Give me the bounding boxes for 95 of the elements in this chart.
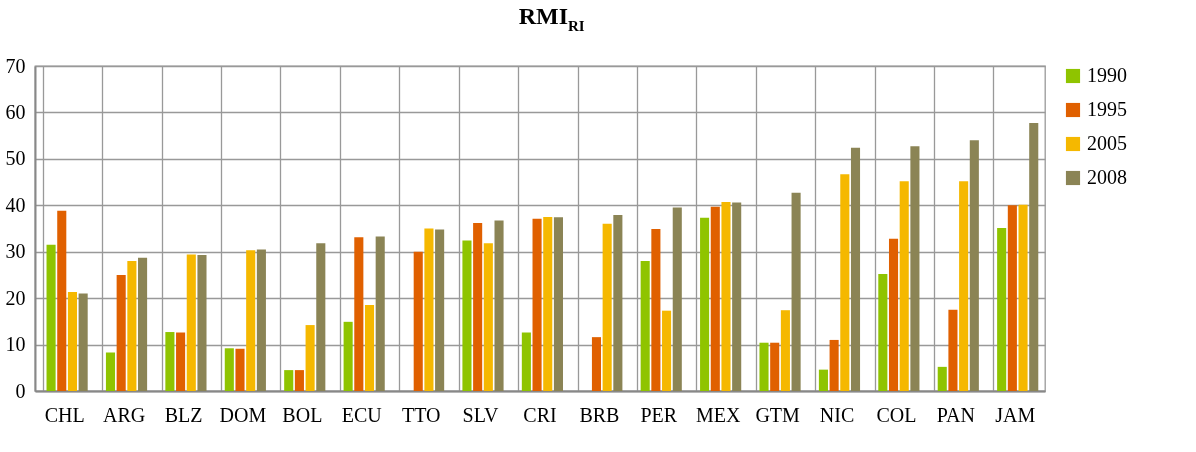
bar	[818, 369, 828, 391]
bar	[176, 332, 186, 391]
bar	[543, 216, 553, 391]
bar	[651, 228, 661, 391]
bar	[602, 223, 612, 391]
bar	[424, 228, 434, 391]
bar	[1029, 123, 1039, 391]
bar	[780, 310, 790, 391]
x-tick-label: CHL	[44, 403, 85, 426]
legend-label: 2005	[1087, 132, 1127, 154]
bar	[840, 174, 850, 391]
legend-label: 2008	[1087, 166, 1127, 188]
bar	[1007, 205, 1017, 391]
bar	[105, 352, 116, 391]
bar	[78, 293, 88, 391]
bar	[294, 370, 304, 391]
bar	[888, 238, 899, 391]
bar	[57, 210, 67, 391]
bar	[899, 181, 909, 391]
y-tick-label: 10	[5, 333, 26, 356]
legend-label: 1995	[1087, 98, 1127, 120]
x-tick-label: ARG	[103, 403, 146, 426]
bar	[256, 249, 266, 391]
bar	[700, 217, 710, 391]
bar	[1018, 204, 1028, 391]
bar	[413, 251, 423, 391]
bar	[138, 257, 148, 391]
x-tick-label: NIC	[819, 403, 855, 426]
bar	[246, 250, 256, 391]
bar	[284, 370, 294, 391]
bar	[224, 348, 234, 391]
bar	[878, 274, 888, 391]
y-tick-label: 70	[5, 54, 26, 77]
y-tick-label: 30	[5, 240, 26, 263]
bar	[473, 222, 483, 391]
x-tick-label: GTM	[755, 403, 801, 426]
x-tick-label: ECU	[341, 403, 383, 426]
bar	[613, 215, 623, 391]
bar	[829, 339, 839, 391]
x-tick-label: CRI	[523, 403, 557, 426]
bar	[662, 310, 672, 391]
bar	[364, 305, 375, 391]
bar	[197, 254, 207, 391]
bar	[67, 292, 77, 391]
x-tick-label: JAM	[995, 403, 1036, 426]
bar	[316, 243, 326, 391]
bar	[483, 243, 493, 391]
bar	[732, 202, 742, 391]
y-tick-label: 40	[5, 193, 26, 216]
bar	[791, 192, 801, 391]
bar	[165, 332, 175, 391]
y-tick-label: 0	[15, 379, 26, 402]
x-tick-label: MEX	[696, 403, 742, 426]
bar	[672, 207, 682, 391]
bar	[759, 342, 769, 391]
bar	[46, 244, 56, 391]
bar	[937, 366, 947, 391]
bar	[959, 181, 969, 391]
x-tick-label: SLV	[462, 403, 500, 426]
bar	[343, 321, 353, 391]
x-tick-label: TTO	[401, 403, 441, 426]
y-tick-label: 20	[5, 286, 26, 309]
x-tick-label: DOM	[219, 403, 267, 426]
bar	[375, 236, 385, 391]
bar	[435, 229, 445, 391]
bar	[640, 261, 650, 391]
y-tick-label: 50	[5, 147, 26, 170]
bar	[553, 217, 563, 391]
bar	[710, 206, 720, 391]
bar	[969, 140, 979, 391]
bar	[910, 146, 920, 391]
x-tick-label: BRB	[579, 403, 620, 426]
bar	[235, 348, 245, 391]
bar	[997, 228, 1007, 391]
y-tick-label: 60	[5, 100, 26, 123]
bar	[127, 261, 137, 391]
x-tick-label: PAN	[936, 403, 975, 426]
bar	[494, 220, 504, 391]
bar	[770, 342, 780, 391]
bar	[305, 325, 315, 391]
x-tick-label: BLZ	[164, 403, 203, 426]
bar	[186, 254, 196, 391]
bar	[521, 332, 531, 391]
legend-label: 1990	[1087, 64, 1127, 86]
x-tick-label: BOL	[282, 403, 323, 426]
x-tick-label: COL	[876, 403, 917, 426]
bar	[948, 309, 958, 391]
bar	[591, 337, 602, 391]
bar	[532, 218, 542, 391]
x-tick-label: PER	[640, 403, 678, 426]
bar	[116, 274, 126, 391]
bar	[850, 147, 861, 391]
bar	[354, 237, 364, 391]
bar	[462, 240, 472, 391]
bar	[721, 202, 731, 391]
